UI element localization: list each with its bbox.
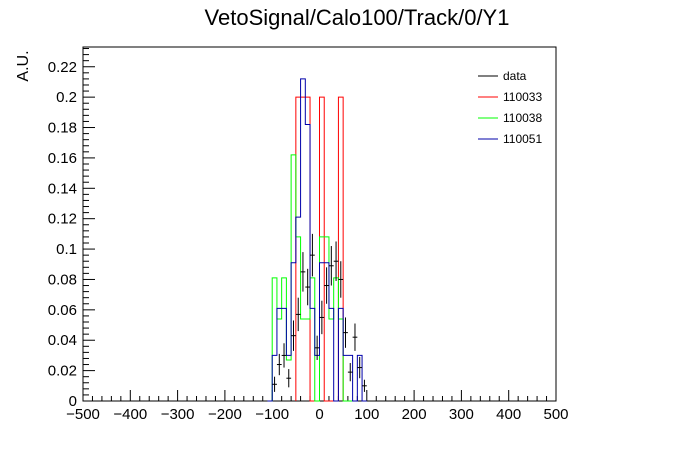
data-point (338, 261, 344, 298)
x-tick-label: −400 (113, 406, 147, 423)
data-point (310, 233, 315, 277)
data-point (314, 335, 320, 360)
data-point (295, 297, 301, 332)
data-point (300, 252, 306, 292)
y-tick-label: 0.22 (48, 59, 77, 76)
y-tick-label: 0.12 (48, 211, 77, 228)
x-tick-label: 500 (543, 406, 568, 423)
data-point (333, 241, 339, 281)
data-point (347, 363, 353, 382)
legend-label-110038: 110038 (503, 111, 542, 125)
y-tick-label: 0.06 (48, 302, 77, 319)
data-point (324, 267, 329, 304)
x-tick-label: 400 (496, 406, 521, 423)
y-tick-label: 0.14 (48, 180, 77, 197)
x-tick-label: 0 (315, 406, 323, 423)
x-tick-label: −100 (255, 406, 289, 423)
series-110051-line (267, 78, 367, 402)
y-tick-label: 0.1 (56, 241, 77, 258)
x-tick-label: 300 (449, 406, 474, 423)
data-point (272, 376, 277, 392)
x-tick-label: −200 (208, 406, 242, 423)
data-point (362, 379, 367, 392)
y-tick-label: 0.02 (48, 363, 77, 380)
x-tick-label: −500 (66, 406, 100, 423)
y-tick-label: 0 (69, 393, 77, 410)
legend: data 110033 110038 110051 (478, 69, 542, 146)
plot-area: −500 −400 −300 −200 −100 0 100 200 300 400 500 0 0.0… (48, 46, 569, 423)
x-tick-label: 100 (354, 406, 379, 423)
data-point (305, 268, 311, 306)
data-point (357, 356, 363, 379)
y-tick-label: 0.16 (48, 150, 77, 167)
legend-label-110033: 110033 (503, 90, 542, 104)
x-tick-label: 200 (402, 406, 427, 423)
legend-label-110051: 110051 (503, 132, 542, 146)
y-tick-label: 0.08 (48, 271, 77, 288)
series-110038-line (267, 154, 353, 402)
data-point (352, 323, 358, 351)
data-point (328, 246, 334, 286)
y-tick-label: 0.18 (48, 120, 77, 137)
data-point (319, 300, 325, 335)
y-tick-label: 0.2 (56, 89, 77, 106)
y-axis-title: A.U. (15, 50, 32, 81)
data-point (281, 343, 287, 368)
data-point (276, 353, 282, 376)
data-point (286, 369, 292, 388)
data-point (343, 317, 348, 348)
legend-label-data: data (503, 69, 527, 83)
x-tick-label: −300 (161, 406, 195, 423)
y-tick-label: 0.04 (48, 332, 77, 349)
data-point (291, 320, 296, 351)
series-110033-line (295, 96, 348, 402)
chart-title: VetoSignal/Calo100/Track/0/Y1 (205, 5, 510, 30)
